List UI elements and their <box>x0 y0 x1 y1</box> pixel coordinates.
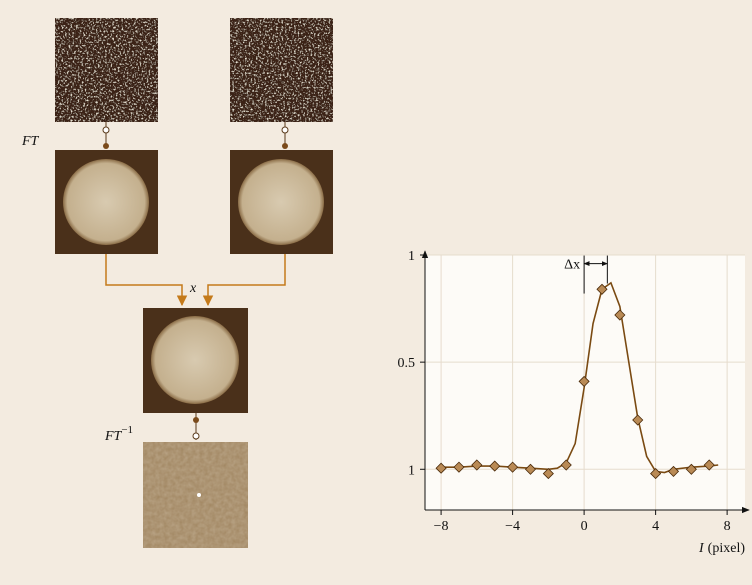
x-axis-label: I(pixel) <box>698 541 745 556</box>
x-axis-unit: (pixel) <box>708 541 746 556</box>
node <box>193 417 199 423</box>
figure: FT x FT−1 −8−404810.51I(pixel)Δx <box>0 0 752 580</box>
page: FT x FT−1 −8−404810.51I(pixel)Δx (() => … <box>0 0 752 585</box>
x-tick-label: 8 <box>724 519 731 534</box>
x-tick-label: 4 <box>652 519 659 534</box>
multiply-label: x <box>189 281 197 296</box>
ift-exponent: −1 <box>121 424 133 436</box>
ift-label: FT−1 <box>104 424 133 444</box>
node <box>282 143 288 149</box>
y-tick-label: 0.5 <box>398 356 416 371</box>
speckle-image <box>55 18 158 122</box>
y-tick-label: 1 <box>408 249 415 264</box>
node <box>103 127 109 133</box>
annotation-label: Δx <box>564 258 580 273</box>
node <box>103 143 109 149</box>
x-tick-label: 0 <box>581 519 588 534</box>
node <box>193 433 199 439</box>
x-tick-label: −4 <box>505 519 520 534</box>
ft-label: FT <box>21 134 40 149</box>
arrow <box>208 254 285 305</box>
ift-text: FT <box>104 429 123 444</box>
speckle-image <box>230 18 333 122</box>
y-tick-label: 1 <box>408 463 415 478</box>
ft-disc <box>63 159 149 245</box>
x-tick-label: −8 <box>434 519 449 534</box>
correlation-peak <box>197 493 201 497</box>
diagram: FT x FT−1 <box>21 18 333 548</box>
ft-disc <box>238 159 324 245</box>
product-disc <box>151 316 239 404</box>
correlation-texture <box>143 442 248 548</box>
node <box>282 127 288 133</box>
arrow <box>106 254 182 305</box>
x-axis-variable: I <box>698 541 705 556</box>
